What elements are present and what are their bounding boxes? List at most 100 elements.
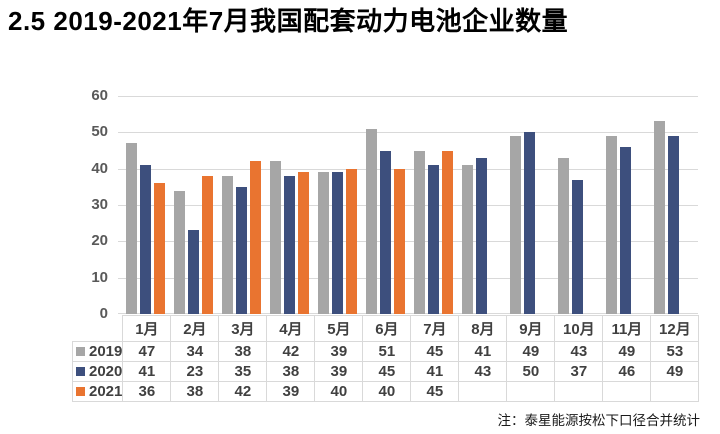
series-label-2020: 2020 (71, 361, 124, 382)
bar-2019-8月 (462, 165, 473, 314)
value-cell: 45 (410, 341, 460, 362)
bar-2020-5月 (332, 172, 343, 314)
table-row: 2020 41 23 35 38 39 45 41 43 50 37 46 49 (71, 361, 700, 382)
series-year-label: 2020 (89, 363, 123, 380)
table-header-row: 1月 2月 3月 4月 5月 6月 7月 8月 9月 10月 11月 12月 (73, 315, 700, 342)
month-header-cell: 7月 (410, 315, 460, 342)
gridline (118, 169, 698, 170)
series-label-2021: 2021 (71, 381, 124, 402)
value-cell (554, 381, 604, 402)
value-cell: 50 (506, 361, 556, 382)
value-cell: 38 (170, 381, 220, 402)
value-cell: 40 (362, 381, 412, 402)
value-cell: 49 (602, 341, 652, 362)
value-cell: 53 (650, 341, 700, 362)
gridline (118, 313, 698, 314)
gridline (118, 278, 698, 279)
value-cell: 36 (122, 381, 172, 402)
bar-2020-2月 (188, 230, 199, 314)
y-axis-tick-label: 30 (91, 196, 108, 213)
month-header-cell: 12月 (650, 315, 700, 342)
bar-2020-7月 (428, 165, 439, 314)
gridline (118, 241, 698, 242)
month-header-cell: 5月 (314, 315, 364, 342)
value-cell: 39 (314, 341, 364, 362)
value-cell (650, 381, 700, 402)
series-year-label: 2019 (89, 343, 123, 360)
table-row: 2021 36 38 42 39 40 40 45 (71, 381, 700, 402)
bar-2019-6月 (366, 128, 377, 314)
series-label-2019: 2019 (71, 341, 124, 362)
value-cell: 39 (266, 381, 316, 402)
value-cell: 45 (362, 361, 412, 382)
month-header-cell: 2月 (170, 315, 220, 342)
value-cell: 49 (650, 361, 700, 382)
month-header-cell: 1月 (122, 315, 172, 342)
y-axis-tick-label: 40 (91, 159, 108, 177)
bar-2020-3月 (236, 186, 247, 314)
y-axis-tick-label: 50 (91, 123, 108, 141)
month-header-cell: 4月 (266, 315, 316, 342)
legend-swatch-2020 (76, 367, 85, 376)
legend-swatch-2019 (76, 347, 85, 356)
table-row: 2019 47 34 38 42 39 51 45 41 49 43 49 53 (71, 341, 700, 362)
plot-area (118, 96, 698, 314)
value-cell: 39 (314, 361, 364, 382)
value-cell: 49 (506, 341, 556, 362)
value-cell: 46 (602, 361, 652, 382)
bar-2020-10月 (572, 179, 583, 314)
month-header-cell: 10月 (554, 315, 604, 342)
bar-2019-12月 (654, 121, 665, 314)
data-table: 1月 2月 3月 4月 5月 6月 7月 8月 9月 10月 11月 12月 2019 47 34 38 42 3… (71, 315, 700, 402)
gridline (118, 132, 698, 133)
value-cell: 34 (170, 341, 220, 362)
month-header-cell: 9月 (506, 315, 556, 342)
bar-2019-4月 (270, 161, 281, 314)
bar-2019-11月 (606, 136, 617, 314)
page-title: 2.5 2019-2021年7月我国配套动力电池企业数量 (8, 6, 569, 36)
bar-2021-3月 (250, 161, 261, 314)
bar-2021-1月 (154, 183, 165, 314)
gridline (118, 96, 698, 97)
month-header-cell: 6月 (362, 315, 412, 342)
table-corner-cell (73, 316, 123, 342)
value-cell: 43 (458, 361, 508, 382)
month-header-cell: 8月 (458, 315, 508, 342)
value-cell: 51 (362, 341, 412, 362)
value-cell (458, 381, 508, 402)
bar-2019-10月 (558, 157, 569, 314)
series-year-label: 2021 (89, 383, 123, 400)
value-cell: 38 (218, 341, 268, 362)
value-cell: 38 (266, 361, 316, 382)
bar-2019-9月 (510, 136, 521, 314)
value-cell: 41 (122, 361, 172, 382)
bar-2020-6月 (380, 150, 391, 314)
value-cell: 43 (554, 341, 604, 362)
month-header-cell: 3月 (218, 315, 268, 342)
value-cell: 41 (458, 341, 508, 362)
y-axis-tick-label: 0 (99, 305, 108, 322)
bar-2021-2月 (202, 175, 213, 314)
bar-2019-3月 (222, 175, 233, 314)
value-cell: 37 (554, 361, 604, 382)
bar-2021-6月 (394, 168, 405, 314)
y-axis-tick-label: 60 (91, 87, 108, 104)
bar-2020-9月 (524, 132, 535, 314)
footnote: 注：泰星能源按松下口径合并统计 (497, 413, 701, 428)
value-cell (506, 381, 556, 402)
bar-2019-7月 (414, 150, 425, 314)
y-axis-tick-label: 20 (91, 232, 108, 250)
bar-2021-5月 (346, 168, 357, 314)
value-cell: 23 (170, 361, 220, 382)
bar-2021-4月 (298, 172, 309, 314)
month-header-cell: 11月 (602, 315, 652, 342)
value-cell: 42 (266, 341, 316, 362)
value-cell: 35 (218, 361, 268, 382)
value-cell: 42 (218, 381, 268, 402)
bar-2021-7月 (442, 150, 453, 314)
bar-2019-2月 (174, 190, 185, 314)
gridline (118, 205, 698, 206)
bar-2020-11月 (620, 146, 631, 314)
value-cell: 40 (314, 381, 364, 402)
